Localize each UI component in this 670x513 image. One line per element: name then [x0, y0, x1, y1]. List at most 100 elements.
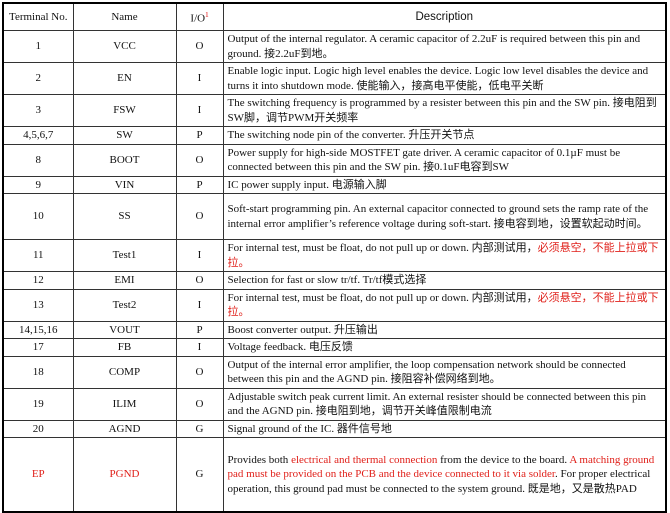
terminal-number: 11	[2, 239, 74, 272]
pin-name: COMP	[72, 355, 177, 389]
highlighted-text: 必须悬空，不能上拉或下拉。	[227, 242, 659, 269]
description-text: IC power supply input. 电源输入脚	[227, 178, 387, 191]
pin-description: Output of the internal error amplifier, …	[222, 355, 667, 389]
io-type: P	[175, 175, 224, 194]
header-name: Name	[72, 2, 177, 31]
pin-description: Power supply for high-side MOSTFET gate …	[222, 143, 667, 177]
table-row: 13 Test2 I For internal test, must be float…	[2, 288, 667, 322]
pin-name: ILIM	[72, 387, 177, 421]
pin-description: Selection for fast or slow tr/tf. Tr/tf模…	[222, 271, 667, 290]
description-text: Output of the internal regulator. A cera…	[227, 33, 641, 60]
highlighted-text: electrical and thermal connection	[291, 453, 438, 466]
table-row: 11 Test1 I For internal test, must be float…	[2, 239, 667, 272]
description-text: Provides both	[227, 453, 292, 466]
pin-name: BOOT	[72, 143, 177, 177]
table-body: 1 VCC O Output of the internal regulator. A…	[2, 30, 667, 512]
pin-description: The switching frequency is programmed by…	[222, 94, 667, 127]
description-text: Adjustable switch peak current limit. An…	[227, 390, 647, 418]
description-text: The switching node pin of the converter.…	[227, 129, 475, 141]
description-text: Enable logic input. Logic high level ena…	[227, 65, 649, 92]
io-type: I	[175, 338, 224, 357]
table-row: 14,15,16 VOUT P Boost converter output. 升压输…	[2, 320, 667, 339]
io-type: O	[175, 193, 224, 240]
terminal-number: 3	[2, 94, 74, 127]
highlighted-text: A matching ground pad must be provided o…	[227, 453, 655, 481]
pin-description: Signal ground of the IC. 器件信号地	[222, 419, 667, 438]
description-text: For internal test, must be float, do not…	[227, 291, 538, 304]
io-type: O	[175, 355, 224, 389]
description-text: Power supply for high-side MOSTFET gate …	[227, 146, 621, 174]
terminal-number: EP	[2, 437, 74, 512]
description-text: Soft-start programming pin. An external …	[227, 203, 649, 230]
pin-description: The switching node pin of the converter.…	[222, 126, 667, 145]
table-row: 18 COMP O Output of the internal error ampl…	[2, 355, 667, 389]
table-row: 10 SS O Soft-start programming pin. An exte…	[2, 193, 667, 240]
pin-name: PGND	[72, 437, 177, 512]
pin-name: Test1	[72, 239, 177, 272]
description-text: . For proper electrical operation, this …	[227, 468, 651, 495]
terminal-number: 19	[2, 387, 74, 421]
io-type: O	[175, 387, 224, 421]
table-row: 17 FB I Voltage feedback. 电压反馈	[2, 338, 667, 357]
io-type: I	[175, 239, 224, 272]
terminal-number: 4,5,6,7	[2, 126, 74, 145]
table-row: 9 VIN P IC power supply input. 电源输入脚	[2, 175, 667, 194]
terminal-number: 8	[2, 143, 74, 177]
terminal-number: 14,15,16	[2, 320, 74, 339]
footnote-marker: 1	[205, 10, 209, 19]
description-text: from the device to the board.	[437, 453, 570, 466]
description-text: Signal ground of the IC. 器件信号地	[227, 422, 392, 435]
terminal-number: 10	[2, 193, 74, 240]
table-header-row: Terminal No. Name I/O1 Description	[2, 2, 667, 31]
header-description: Description	[222, 2, 667, 31]
pin-name: SW	[72, 126, 177, 145]
pin-description: Adjustable switch peak current limit. An…	[222, 387, 667, 421]
io-type: G	[175, 437, 224, 512]
pin-description: For internal test, must be float, do not…	[222, 288, 667, 322]
pin-name: EMI	[72, 271, 177, 290]
pin-description: Provides both electrical and thermal con…	[222, 437, 667, 512]
table-row: 20 AGND G Signal ground of the IC. 器件信号地	[2, 419, 667, 438]
io-type: G	[175, 419, 224, 438]
io-type: I	[175, 62, 224, 95]
terminal-number: 20	[2, 419, 74, 438]
pin-name: VCC	[72, 30, 177, 63]
pin-name: FSW	[72, 94, 177, 127]
table-row: 8 BOOT O Power supply for high-side MOSTFET…	[2, 143, 667, 177]
description-text: The switching frequency is programmed by…	[227, 97, 657, 124]
table-row: 3 FSW I The switching frequency is programm…	[2, 94, 667, 127]
header-io: I/O1	[175, 2, 224, 31]
pin-name: EN	[72, 62, 177, 95]
table-row: 2 EN I Enable logic input. Logic high level…	[2, 62, 667, 95]
table-row: EP PGND G Provides both electrical and ther…	[2, 437, 667, 512]
io-type: O	[175, 30, 224, 63]
description-text: Voltage feedback. 电压反馈	[227, 341, 353, 353]
pin-description: Output of the internal regulator. A cera…	[222, 30, 667, 63]
description-text: Selection for fast or slow tr/tf. Tr/tf模…	[227, 274, 427, 286]
pin-description: Boost converter output. 升压输出	[222, 320, 667, 339]
pin-description: Enable logic input. Logic high level ena…	[222, 62, 667, 95]
terminal-number: 18	[2, 355, 74, 389]
pin-description: For internal test, must be float, do not…	[222, 239, 667, 272]
table-row: 12 EMI O Selection for fast or slow tr/tf. …	[2, 271, 667, 290]
terminal-number: 17	[2, 338, 74, 357]
pin-name: VIN	[72, 175, 177, 194]
io-type: P	[175, 320, 224, 339]
pin-description: Voltage feedback. 电压反馈	[222, 338, 667, 357]
pin-description: Soft-start programming pin. An external …	[222, 193, 667, 240]
header-io-label: I/O	[190, 12, 206, 25]
pin-name: Test2	[72, 288, 177, 322]
description-text: Boost converter output. 升压输出	[227, 323, 378, 336]
table-row: 4,5,6,7 SW P The switching node pin of the …	[2, 126, 667, 145]
table-row: 1 VCC O Output of the internal regulator. A…	[2, 30, 667, 63]
pin-name: AGND	[72, 419, 177, 438]
terminal-number: 13	[2, 288, 74, 322]
table-row: 19 ILIM O Adjustable switch peak current li…	[2, 387, 667, 421]
io-type: P	[175, 126, 224, 145]
pin-name: VOUT	[72, 320, 177, 339]
io-type: O	[175, 143, 224, 177]
description-text: Output of the internal error amplifier, …	[227, 358, 626, 386]
pin-name: FB	[72, 338, 177, 357]
io-type: I	[175, 288, 224, 322]
pin-name: SS	[72, 193, 177, 240]
